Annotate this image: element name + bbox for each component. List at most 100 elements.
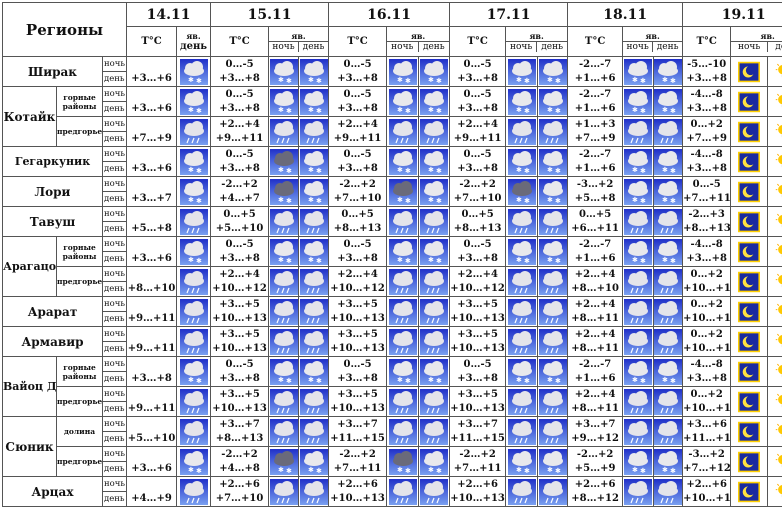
rain-icon [538, 208, 567, 235]
snow-icon: ✱ ✱ [386, 86, 420, 117]
svg-text:✱: ✱ [188, 256, 194, 264]
rain-icon [388, 208, 417, 235]
temp-night: -2…-7 [579, 358, 612, 370]
day-label: день [775, 42, 782, 52]
temp-night: 0…+5 [578, 208, 612, 220]
svg-text:✱: ✱ [632, 196, 638, 204]
temp-day: +3…+8 [219, 372, 260, 384]
temp-range: -3…+2 +5…+8 [567, 176, 624, 207]
temp-column-header: T°C [210, 26, 270, 57]
svg-text:✱: ✱ [428, 196, 434, 204]
rain-icon [538, 268, 567, 295]
temp-night: 0…-5 [692, 178, 721, 190]
day-label: день [101, 101, 128, 117]
date-header: 15.11 [210, 2, 330, 27]
rain-icon [298, 266, 330, 297]
svg-text:✱: ✱ [405, 77, 411, 85]
phenomena-column-header: яв. день [176, 26, 212, 57]
temp-day: +6…+11 [571, 222, 619, 234]
sun-cloud-icon [767, 386, 782, 417]
snow-dark-icon: ✱ ✱ [269, 178, 298, 205]
temp-range: 0…-5 +3…+8 [449, 356, 507, 387]
forecast-row-night: Котайк горные районы ночь +3…+6 ✱ ✱ 0…-5 +3…+8 ✱… [2, 86, 782, 147]
rain-icon [420, 268, 449, 295]
temp-night: +3…+5 [219, 388, 260, 400]
temp-night: -2…+2 [459, 178, 496, 190]
day-label: день [302, 42, 325, 52]
temp-night: 0…+2 [690, 388, 723, 400]
temp-night: 0…-5 [463, 58, 492, 70]
svg-text:✱: ✱ [308, 166, 314, 174]
rain-icon [386, 116, 420, 147]
temp-range: 0…-5 +3…+8 [328, 356, 388, 387]
subregion-label: горные районы [56, 356, 103, 387]
snow-icon: ✱ ✱ [176, 146, 212, 177]
temp-day: +1…+6 [574, 252, 616, 264]
day-label: день [101, 491, 128, 507]
temp-range: +3…+6 +11…+16 [682, 416, 732, 447]
rain-icon [176, 386, 212, 417]
temp-range: -4…-8 +3…+8 [682, 86, 732, 117]
temp-range: 0…+5 +8…+13 [328, 206, 388, 237]
night-label: ночь [388, 42, 419, 52]
region-name: Котайк [2, 86, 57, 147]
forecast-row-night: Гегаркуник ночь +3…+6 ✱ ✱ 0…-5 +3…+8 ✱ ✱ ✱ ✱ 0…-5 +3… [2, 146, 782, 177]
temp-range: 0…-5 +3…+8 [210, 236, 270, 267]
rain-icon [386, 326, 420, 357]
temp-range: -2…-7 +1…+6 [567, 356, 624, 387]
snow-icon: ✱ ✱ [622, 356, 655, 387]
rain-icon [624, 298, 653, 325]
rain-icon [654, 298, 682, 325]
temp-column-header: T°C [126, 26, 178, 57]
temp-range: -2…+2 +4…+7 [210, 176, 270, 207]
temp-day: +8…+11 [571, 402, 619, 414]
svg-text:✱: ✱ [196, 377, 202, 385]
moon-icon [738, 211, 761, 232]
temp-night: 0…-5 [225, 148, 254, 160]
rain-icon [179, 328, 208, 355]
rain-icon [420, 478, 449, 505]
sun-cloud-icon [775, 273, 782, 287]
temp-range: +2…+4 +9…+11 [328, 116, 388, 147]
day-label: день [101, 221, 128, 237]
temp-value: +3…+7 [126, 176, 178, 207]
rain-icon [507, 328, 536, 355]
rain-icon [505, 266, 539, 297]
rain-icon [176, 416, 212, 447]
snow-icon: ✱ ✱ [388, 58, 417, 85]
rain-icon [179, 208, 208, 235]
svg-text:✱: ✱ [286, 77, 292, 85]
rain-icon [386, 416, 420, 447]
snow-dark-icon: ✱ ✱ [507, 178, 536, 205]
subregion-label: горные районы [56, 236, 103, 267]
temp-range: 0…-5 +3…+8 [328, 86, 388, 117]
rain-icon [298, 206, 330, 237]
moon-icon [730, 356, 769, 387]
svg-text:✱: ✱ [516, 376, 522, 384]
temp-night: -2…+2 [459, 448, 496, 460]
forecast-row-night: Вайоц Дзоргорные районыночь+3…+8✱✱0…-5+3… [2, 356, 782, 417]
temp-day: +10…+12 [683, 282, 731, 294]
rain-icon [388, 298, 417, 325]
snow-icon: ✱ ✱ [624, 88, 653, 115]
snow-dark-icon: ✱ ✱ [388, 178, 417, 205]
snow-icon: ✱ ✱ [298, 446, 330, 477]
temp-day: +3…+8 [219, 162, 260, 174]
rain-icon [420, 118, 449, 145]
temp-range: +2…+4 +10…+12 [328, 266, 388, 297]
snow-dark-icon: ✱ ✱ [269, 148, 298, 175]
rain-icon [388, 118, 417, 145]
svg-text:✱: ✱ [428, 106, 434, 114]
rain-icon [653, 266, 684, 297]
snow-icon: ✱ ✱ [388, 148, 417, 175]
temp-range: 0…-5 +3…+8 [210, 86, 270, 117]
moon-icon [730, 296, 769, 327]
svg-text:✱: ✱ [555, 167, 561, 175]
svg-text:✱: ✱ [278, 196, 284, 204]
moon-icon [730, 146, 769, 177]
svg-text:✱: ✱ [524, 377, 530, 385]
svg-text:✱: ✱ [547, 196, 553, 204]
rain-icon [388, 268, 417, 295]
forecast-body: Ширак ночь +3…+6 ✱ ✱ 0…-5 +3…+8 ✱ ✱ ✱ ✱ 0…-5 +3…+8 ✱ ✱… [2, 56, 782, 507]
day-label: день [101, 401, 128, 417]
